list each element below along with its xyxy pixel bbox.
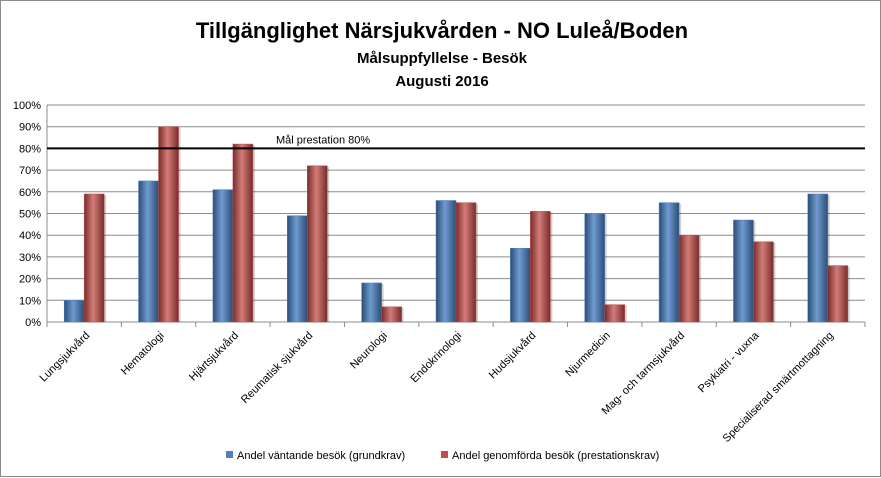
bar-waiting (138, 180, 159, 323)
chart-title: Tillgänglighet Närsjukvården - NO Luleå/… (196, 18, 688, 43)
legend-swatch (441, 451, 448, 458)
x-tick-label: Hjärtsjukvård (187, 330, 241, 384)
y-tick-label: 50% (19, 209, 41, 221)
bar-waiting (63, 300, 85, 323)
x-tick-label: Psykiatri - vuxna (696, 329, 762, 395)
x-tick-label: Lungsjukvård (38, 330, 93, 385)
bar-waiting (584, 213, 605, 323)
chart-subtitle-period: Augusti 2016 (395, 73, 488, 90)
x-tick-label: Hudsjukvård (487, 330, 539, 382)
y-tick-label: 60% (19, 187, 41, 199)
y-tick-label: 40% (19, 230, 41, 242)
bar-completed (455, 202, 477, 323)
legend-swatch (226, 451, 233, 458)
bar-completed (827, 265, 849, 323)
bar-completed (232, 143, 254, 323)
legend-label: Andel genomförda besök (prestationskrav) (452, 450, 659, 462)
bar-completed (753, 241, 774, 323)
bar-completed (604, 304, 625, 323)
bar-waiting (807, 193, 829, 323)
bar-completed (307, 165, 328, 323)
y-tick-label: 100% (13, 100, 41, 112)
bar-waiting (510, 247, 531, 323)
y-tick-label: 20% (19, 274, 41, 286)
bar-waiting (733, 219, 754, 323)
x-tick-label: Reumatisk sjukvård (239, 330, 315, 406)
y-tick-label: 30% (19, 252, 41, 264)
target-label: Mål prestation 80% (276, 134, 370, 146)
bar-completed (678, 234, 700, 323)
bar-waiting (361, 282, 382, 323)
y-tick-label: 80% (19, 143, 41, 155)
x-tick-label: Mag- och tarmsjukvård (600, 330, 688, 418)
bar-waiting (658, 202, 680, 323)
bar-completed (530, 211, 551, 323)
x-tick-label: Njurmedicin (563, 330, 613, 380)
plot-area: 0% 10% 20% 30% 40% 50% 60% 70% 80% 90% 100% Mål pre… (13, 100, 866, 462)
legend-label: Andel väntande besök (grundkrav) (237, 450, 405, 462)
bar-waiting (212, 189, 234, 323)
x-tick-label: Neurologi (348, 330, 390, 372)
bar-completed (158, 126, 179, 323)
y-tick-label: 90% (19, 122, 41, 134)
bar-completed (83, 193, 105, 323)
bar-completed (381, 306, 402, 323)
y-tick-label: 0% (25, 317, 41, 329)
chart-subtitle: Målsuppfyllelse - Besök (357, 50, 528, 67)
x-tick-label: Hematologi (119, 330, 167, 378)
x-tick-label: Endokrinologi (409, 330, 465, 386)
bar-waiting (435, 200, 457, 323)
y-tick-label: 10% (19, 295, 41, 307)
bar-waiting (287, 215, 308, 323)
y-tick-label: 70% (19, 165, 41, 177)
